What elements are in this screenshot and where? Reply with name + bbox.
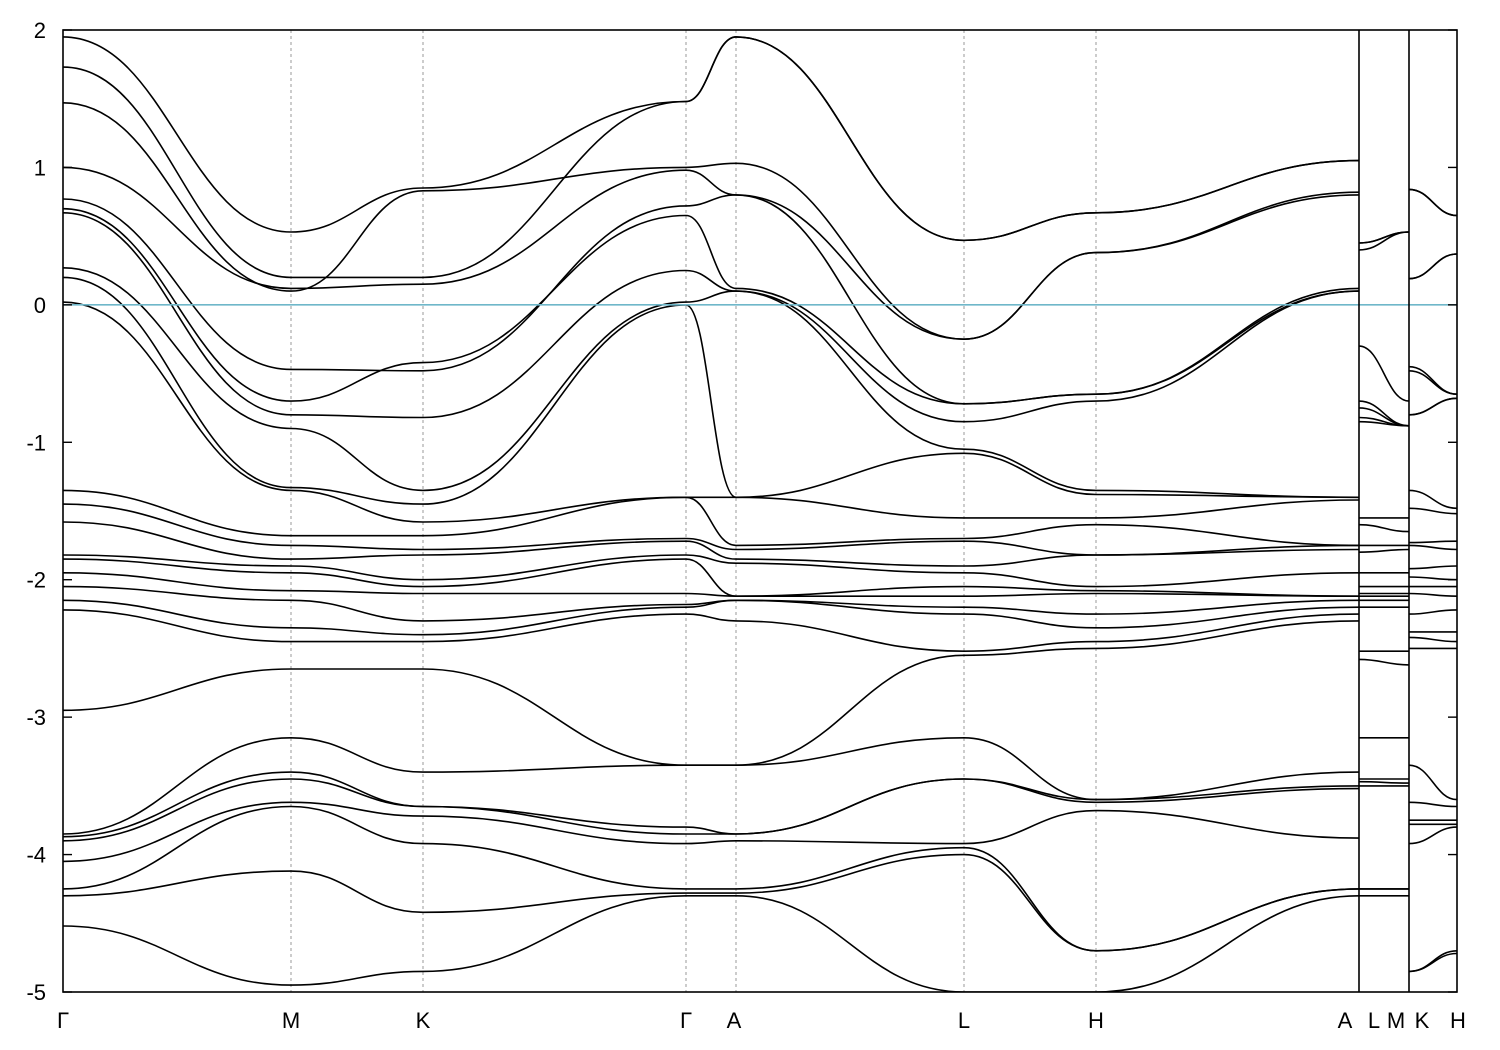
x-tick-label: Γ [57,1008,69,1033]
bands-layer [63,36,1457,992]
band-line [63,212,1457,427]
band-line [63,599,1457,636]
band-line [63,785,1457,863]
band-line [63,301,1457,533]
band-line [63,36,1457,279]
x-tick-label: Γ [680,1008,692,1033]
y-tick-label: -1 [26,430,46,455]
band-line [63,276,1457,519]
band-line [63,778,1457,842]
band-line [63,102,1457,341]
band-line [63,521,1457,574]
band-line [63,558,1457,598]
x-tick-label: H [1450,1008,1466,1033]
band-line [63,736,1457,835]
band-line [63,503,1457,556]
band-line [63,166,1457,402]
x-tick-label: L [958,1008,970,1033]
band-line [63,489,1457,547]
y-tick-label: -2 [26,568,46,593]
band-line [63,771,1457,838]
x-tick-label: A [1338,1008,1353,1033]
band-line [63,609,1457,653]
y-tick-label: -3 [26,705,46,730]
x-tick-label: H [1088,1008,1104,1033]
band-line [63,853,1457,973]
band-line [63,620,1457,767]
y-axis-ticks: 2 1 0 -1 -2 -3 -4 -5 [26,18,1457,1005]
x-tick-label: A [727,1008,742,1033]
x-tick-label: L [1368,1008,1380,1033]
y-tick-label: 2 [34,18,46,43]
x-tick-label: M [282,1008,300,1033]
band-line [63,267,1457,499]
band-line [63,36,1457,244]
x-tick-label: M [1387,1008,1405,1033]
x-tick-label: K [416,1008,431,1033]
segment-separators [1358,30,1410,992]
band-line [63,585,1457,622]
plot-frame [62,29,1458,993]
y-tick-label: -4 [26,843,46,868]
y-tick-label: -5 [26,980,46,1005]
y-tick-label: 0 [34,293,46,318]
band-line [63,207,1457,427]
x-tick-label: K [1415,1008,1430,1033]
band-line [63,572,1457,598]
grid-lines [290,30,1410,992]
y-tick-label: 1 [34,155,46,180]
band-line [63,894,1457,992]
